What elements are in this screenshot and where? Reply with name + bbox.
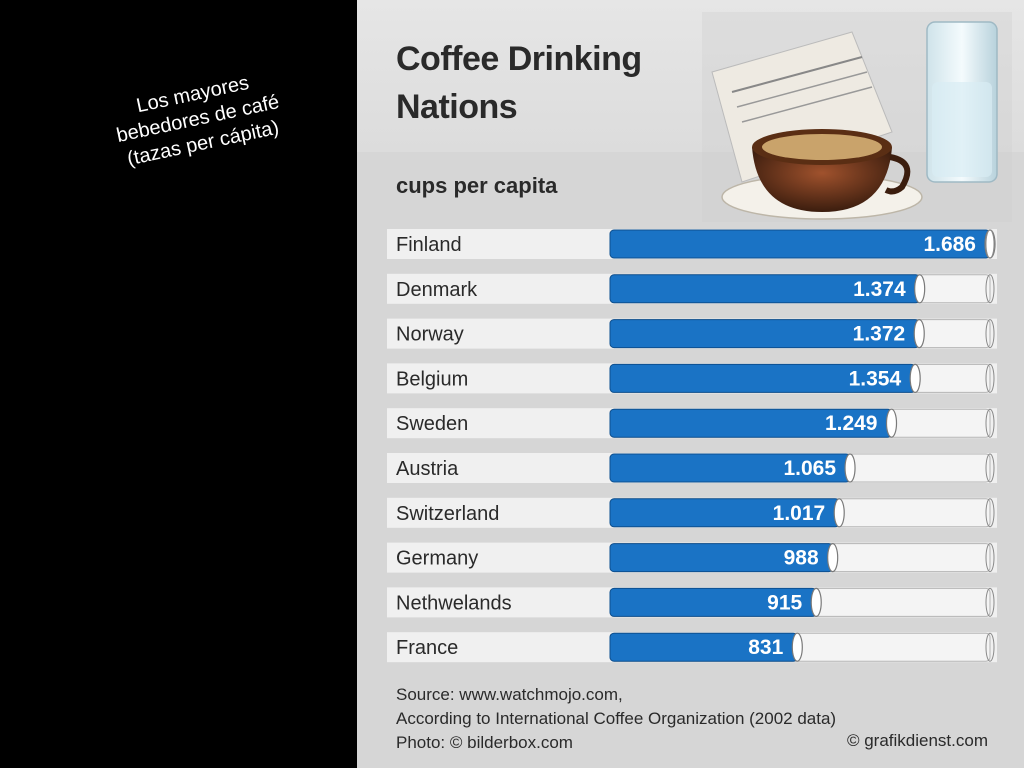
photo-credit: Photo: © bilderbox.com	[396, 733, 573, 752]
bar-row: Austria 1.065	[387, 453, 997, 483]
chart-subtitle: cups per capita	[396, 173, 558, 198]
bar-cap	[833, 498, 845, 528]
track-cap	[985, 632, 995, 662]
bar-row: Nethwelands 915	[387, 587, 997, 618]
category-label: Denmark	[396, 279, 478, 301]
value-label: 1.372	[853, 323, 906, 346]
category-label: Austria	[396, 458, 459, 480]
bar-cap	[914, 274, 926, 304]
track-cap	[985, 274, 995, 304]
bar-row: Switzerland 1.017	[387, 497, 997, 528]
chart-title-line-2: Nations	[396, 88, 518, 126]
bar-chart: Finland 1.686 Denmark 1.374 Norway 1.372 Belgi…	[387, 229, 997, 663]
category-label: Germany	[396, 548, 478, 570]
category-label: France	[396, 637, 458, 659]
track-cap	[985, 363, 995, 393]
track-cap	[985, 453, 995, 483]
bar-row: Norway 1.372	[387, 318, 997, 349]
bar-cap	[791, 632, 803, 662]
graphic-credit: © grafikdienst.com	[846, 731, 988, 750]
bar-row: Finland 1.686	[387, 229, 997, 259]
track-cap	[985, 498, 995, 528]
category-label: Sweden	[396, 413, 468, 435]
track-cap	[985, 543, 995, 573]
value-label: 988	[784, 547, 819, 570]
bar-row: Denmark 1.374	[387, 273, 997, 304]
source-note: Source: www.watchmojo.com, According to …	[396, 683, 836, 755]
bar-cap	[909, 363, 921, 393]
left-panel: Los mayores bebedores de café (tazas per…	[0, 0, 357, 768]
value-label: 915	[767, 591, 802, 614]
title-band	[357, 0, 1024, 152]
track-cap	[985, 319, 995, 349]
bar-row: France 831	[387, 632, 997, 663]
bar-cap	[844, 453, 856, 483]
bar-cap	[885, 408, 898, 438]
track-cap	[985, 587, 995, 617]
source-line-2: According to International Coffee Organi…	[396, 709, 837, 728]
slide-caption: Los mayores bebedores de café (tazas per…	[73, 58, 323, 181]
track-cap	[985, 229, 995, 259]
category-label: Norway	[396, 324, 464, 346]
bar-cap	[913, 319, 925, 349]
bar-row: Sweden 1.249	[387, 408, 997, 439]
value-label: 1.686	[923, 233, 976, 256]
value-label: 1.065	[783, 457, 836, 480]
category-label: Belgium	[396, 368, 468, 390]
category-label: Switzerland	[396, 503, 499, 525]
bar-cap	[810, 587, 822, 618]
category-label: Finland	[396, 234, 462, 256]
value-label: 1.374	[853, 278, 906, 301]
coffee-cup-photo	[702, 12, 1012, 222]
track-cap	[985, 408, 995, 438]
value-label: 1.249	[825, 412, 878, 435]
bar-row: Belgium 1.354	[387, 363, 997, 394]
value-label: 1.354	[849, 367, 902, 390]
bar-cap	[827, 542, 839, 573]
value-label: 831	[748, 636, 783, 659]
infographic-panel: Coffee Drinking Nations cups per capita …	[357, 0, 1024, 768]
value-label: 1.017	[773, 502, 826, 525]
bar-row: Germany 988	[387, 542, 997, 573]
source-line-1: Source: www.watchmojo.com,	[396, 685, 623, 704]
category-label: Nethwelands	[396, 592, 512, 614]
chart-title-line-1: Coffee Drinking	[396, 40, 642, 78]
